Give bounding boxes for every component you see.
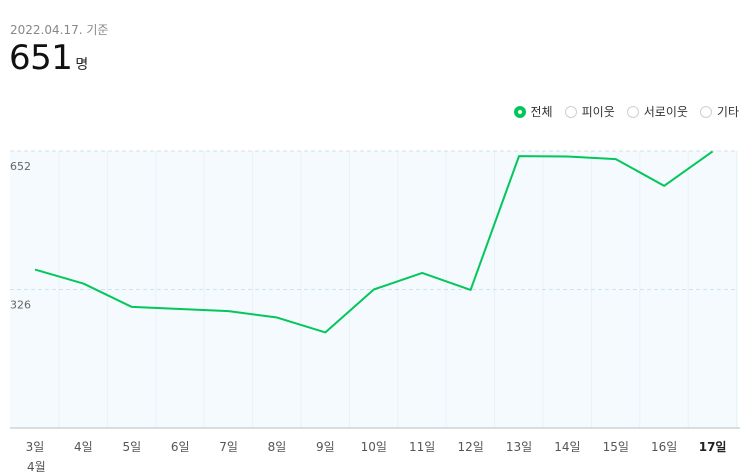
filter-label: 서로이웃 <box>643 105 688 119</box>
radio-icon[interactable] <box>513 105 526 118</box>
filter-group: 전체 피이웃 서로이웃 기타 <box>513 103 739 120</box>
x-tick-label: 14일 <box>554 440 580 454</box>
filter-label: 기타 <box>716 105 739 119</box>
x-tick-label: 11일 <box>409 440 435 454</box>
count-value: 651 <box>9 38 73 78</box>
x-tick-label: 13일 <box>506 440 532 454</box>
x-tick-label: 15일 <box>603 440 629 454</box>
count-unit: 명 <box>75 57 89 73</box>
base-date: 2022.04.17. 기준 <box>10 23 109 37</box>
x-tick-label: 6일 <box>171 440 190 454</box>
y-tick-label: 652 <box>10 160 31 173</box>
total-count: 651 명 <box>9 38 88 78</box>
x-tick-label: 17일 <box>699 440 727 454</box>
x-tick-label: 7일 <box>219 440 238 454</box>
filter-label: 피이웃 <box>581 105 615 119</box>
filter-label: 전체 <box>530 105 553 119</box>
filter-other[interactable]: 기타 <box>699 103 739 120</box>
x-tick-label: 10일 <box>361 440 387 454</box>
radio-icon[interactable] <box>564 105 577 118</box>
radio-icon[interactable] <box>626 105 639 118</box>
filter-neighbor[interactable]: 피이웃 <box>564 103 615 120</box>
x-tick-label: 8일 <box>268 440 287 454</box>
x-tick-label: 4일 <box>74 440 93 454</box>
x-tick-label: 12일 <box>457 440 483 454</box>
x-tick-label: 3일 <box>26 440 45 454</box>
x-tick-label: 16일 <box>651 440 677 454</box>
x-tick-label: 9일 <box>316 440 335 454</box>
filter-all[interactable]: 전체 <box>513 103 553 120</box>
month-label: 4월 <box>27 460 46 474</box>
y-tick-label: 326 <box>10 299 31 312</box>
radio-icon[interactable] <box>699 105 712 118</box>
filter-mutual-neighbor[interactable]: 서로이웃 <box>626 103 688 120</box>
x-tick-label: 5일 <box>122 440 141 454</box>
series-line <box>34 150 714 334</box>
